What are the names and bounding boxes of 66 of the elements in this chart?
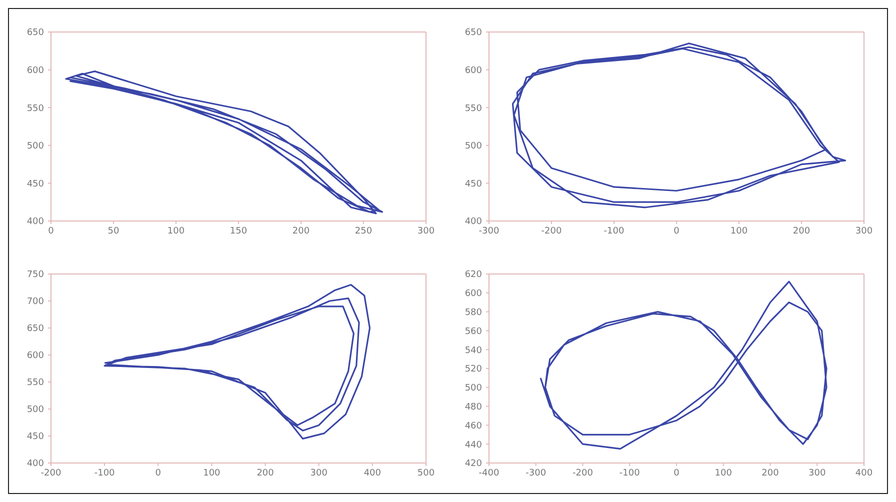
y-tick-label: 540 xyxy=(464,346,482,356)
y-tick-label: 550 xyxy=(26,104,44,114)
y-tick-label: 480 xyxy=(464,402,482,412)
x-tick-label: 400 xyxy=(855,468,873,478)
y-tick-label: 750 xyxy=(26,270,44,280)
x-tick-label: -200 xyxy=(572,468,594,478)
y-tick-label: 400 xyxy=(26,217,44,228)
x-tick-label: 200 xyxy=(256,468,274,478)
x-tick-label: 0 xyxy=(48,226,54,236)
x-tick-label: 500 xyxy=(417,468,435,478)
x-tick-label: 200 xyxy=(762,468,780,478)
y-tick-label: 450 xyxy=(26,179,44,190)
y-tick-label: 420 xyxy=(464,459,482,470)
y-tick-label: 650 xyxy=(464,28,482,38)
y-tick-label: 600 xyxy=(26,351,44,362)
x-tick-label: 200 xyxy=(292,226,310,236)
x-tick-label: -300 xyxy=(526,468,546,478)
x-tick-label: 0 xyxy=(674,468,680,478)
y-tick-label: 440 xyxy=(464,440,482,450)
x-tick-label: 300 xyxy=(855,226,873,236)
line-series xyxy=(104,284,371,440)
y-tick-label: 450 xyxy=(26,432,44,442)
y-tick-label: 600 xyxy=(26,66,44,76)
y-tick-label: 550 xyxy=(26,378,44,388)
x-tick-label: 400 xyxy=(364,468,382,478)
x-tick-label: -400 xyxy=(478,468,500,478)
y-tick-label: 500 xyxy=(26,405,44,416)
line-series xyxy=(540,280,828,450)
x-tick-label: 200 xyxy=(792,226,810,236)
y-tick-label: 620 xyxy=(464,270,482,280)
x-tick-label: 150 xyxy=(230,226,248,236)
y-tick-label: 560 xyxy=(464,326,482,337)
y-tick-label: 500 xyxy=(464,142,482,152)
x-tick-label: 100 xyxy=(167,226,185,236)
x-tick-label: 100 xyxy=(203,468,221,478)
y-tick-label: 520 xyxy=(464,364,482,375)
y-tick-label: 550 xyxy=(464,104,482,114)
x-tick-label: -200 xyxy=(541,226,562,236)
x-tick-label: -200 xyxy=(40,468,62,478)
y-tick-label: 500 xyxy=(464,384,482,394)
y-tick-label: 500 xyxy=(26,142,44,152)
y-tick-label: 650 xyxy=(26,28,44,38)
x-tick-label: 0 xyxy=(155,468,162,478)
x-tick-label: 250 xyxy=(354,226,372,236)
x-tick-label: 300 xyxy=(310,468,328,478)
y-tick-label: 600 xyxy=(464,66,482,76)
x-tick-label: 100 xyxy=(730,226,748,236)
y-tick-label: 400 xyxy=(464,217,482,228)
x-tick-label: -300 xyxy=(478,226,500,236)
x-tick-label: -100 xyxy=(604,226,624,236)
x-tick-label: 300 xyxy=(417,226,435,236)
y-tick-label: 450 xyxy=(464,179,482,190)
x-tick-label: 300 xyxy=(808,468,826,478)
x-tick-label: 0 xyxy=(674,226,680,236)
y-tick-label: 400 xyxy=(26,459,44,470)
y-tick-label: 650 xyxy=(26,324,44,334)
x-tick-label: -100 xyxy=(94,468,116,478)
y-tick-label: 600 xyxy=(464,289,482,300)
y-tick-label: 700 xyxy=(26,297,44,308)
line-series xyxy=(65,70,384,214)
x-tick-label: 50 xyxy=(108,226,120,236)
y-tick-label: 460 xyxy=(464,421,482,432)
x-tick-label: 100 xyxy=(714,468,732,478)
x-tick-label: -100 xyxy=(619,468,640,478)
y-tick-label: 580 xyxy=(464,308,482,318)
line-series xyxy=(512,42,846,208)
